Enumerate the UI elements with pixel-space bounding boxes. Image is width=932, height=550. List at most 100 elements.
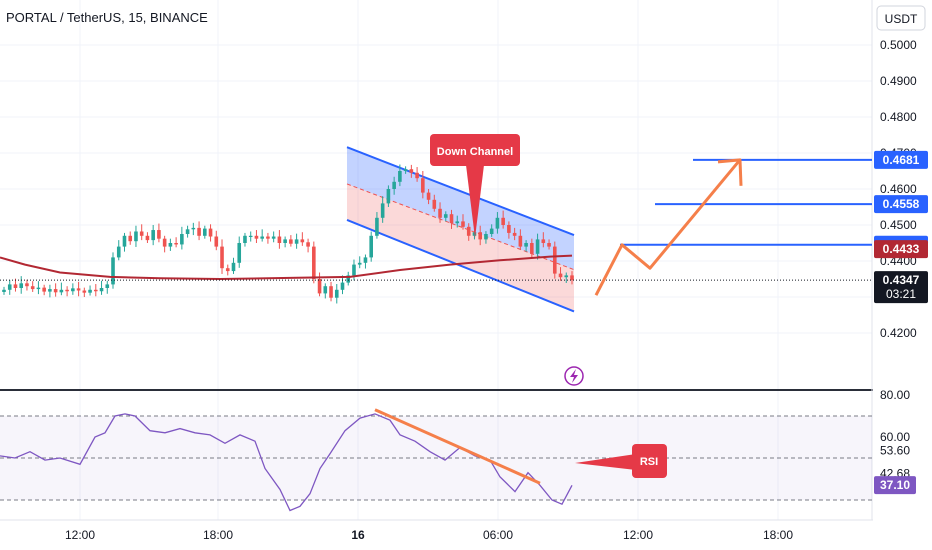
candle-body: [277, 236, 282, 243]
candle-body: [375, 217, 379, 236]
candle-body: [524, 243, 528, 247]
ma-line: [0, 254, 573, 281]
candle-body: [472, 232, 477, 236]
candles: [2, 164, 574, 304]
projection-arrow: [564, 158, 743, 386]
price-label-badge: [874, 150, 928, 169]
candle-body: [180, 234, 184, 245]
candle-body: [203, 228, 207, 236]
candle-body: [438, 208, 442, 218]
candle-body: [484, 234, 488, 240]
price-label-badge: [874, 195, 928, 214]
candle-body: [48, 289, 52, 292]
candle-body: [329, 286, 333, 298]
candle-body: [570, 275, 574, 281]
candle-body: [512, 232, 517, 236]
candle-body: [145, 235, 150, 241]
candle-body: [237, 243, 242, 263]
candle-body: [312, 246, 316, 279]
candle-body: [65, 289, 69, 292]
rsi-pane: [0, 408, 872, 512]
usdt-button: [876, 5, 926, 31]
channel-lower-fill: [347, 183, 574, 312]
candle-body: [13, 284, 18, 288]
price-label-text: 0.4681: [883, 153, 920, 167]
callouts: Down Channel RSI: [430, 134, 667, 478]
candle-body: [415, 172, 419, 179]
time-axis[interactable]: 12:00 18:00 16 06:00 12:00 18:00: [65, 528, 793, 542]
candle-body: [162, 238, 167, 247]
time-tick: 12:00: [623, 528, 653, 542]
candle-body: [76, 288, 81, 291]
candle-body: [271, 236, 276, 239]
candle-body: [495, 217, 500, 229]
channel-mid-line: [346, 183, 575, 271]
candle-body: [352, 264, 356, 276]
price-tick: 0.4900: [880, 74, 917, 88]
candle-body: [197, 227, 201, 236]
candle-body: [185, 229, 190, 234]
rsi-tick: 60.00: [880, 430, 910, 444]
candle-body: [363, 257, 368, 263]
candle-body: [208, 228, 213, 237]
candle-body: [231, 262, 236, 272]
candle-body: [403, 169, 408, 171]
candle-body: [380, 203, 385, 218]
candle-body: [449, 214, 454, 224]
lightning-glyph: [570, 369, 578, 383]
candle-body: [426, 192, 431, 200]
price-label-badge: [874, 271, 928, 304]
candle-body: [7, 284, 12, 290]
candle-body: [191, 227, 196, 230]
candle-body: [558, 273, 563, 278]
candle-body: [340, 282, 345, 290]
resistance-levels: [620, 158, 872, 246]
candle-body: [93, 289, 98, 292]
price-tick: 0.4800: [880, 110, 917, 124]
candle-body: [99, 288, 104, 292]
rsi-value-badge: [874, 476, 916, 495]
candle-body: [421, 178, 425, 193]
candle-body: [42, 287, 46, 292]
candle-body: [461, 221, 465, 227]
price-label-text: 0.4558: [883, 197, 920, 211]
rsi-level-label: 53.60: [880, 443, 910, 457]
rsi-pointer: [575, 454, 636, 470]
candle-body: [220, 246, 224, 269]
candle-body: [151, 230, 155, 241]
arrow-path: [594, 158, 742, 296]
candle-body: [19, 283, 24, 288]
candle-body: [59, 289, 64, 293]
price-label-badge: [874, 240, 928, 259]
candle-body: [518, 235, 523, 247]
candle-body: [547, 243, 551, 247]
candle-body: [30, 286, 35, 290]
time-tick: 12:00: [65, 528, 95, 542]
candle-body: [243, 235, 247, 243]
channel-lower-line: [346, 219, 575, 313]
down-channel-callout: [430, 134, 520, 166]
candle-body: [357, 262, 362, 265]
candle-body: [122, 235, 127, 247]
candle-body: [507, 225, 511, 233]
candle-body: [2, 289, 6, 292]
candle-body: [260, 236, 264, 239]
candle-body: [266, 236, 270, 239]
candle-body: [530, 243, 534, 254]
candle-body: [369, 235, 373, 258]
down-channel: [346, 146, 575, 313]
candle-body: [168, 243, 173, 247]
symbol-title: PORTAL / TetherUS, 15, BINANCE: [6, 10, 208, 25]
rsi-value-text: 37.10: [880, 478, 910, 492]
candle-body: [36, 287, 41, 290]
candle-body: [105, 284, 110, 288]
candle-body: [71, 288, 75, 292]
candle-body: [564, 275, 569, 278]
arrow-head: [717, 158, 743, 186]
rsi-callout: [632, 444, 667, 478]
candle-body: [294, 239, 299, 244]
candle-body: [455, 221, 460, 224]
price-tick: 0.4200: [880, 326, 917, 340]
rsi-tick: 80.00: [880, 388, 910, 402]
